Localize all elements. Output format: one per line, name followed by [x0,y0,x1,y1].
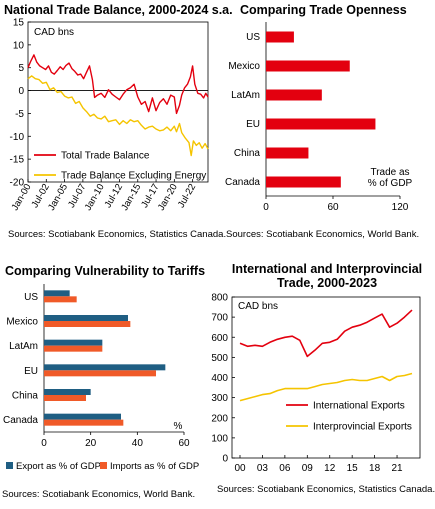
x-tick-label: 03 [257,463,269,474]
y-tick-label: 300 [211,393,228,404]
trade-openness-title: Comparing Trade Openness [240,3,407,17]
x-tick-label: 0 [41,438,47,449]
series-line-1 [239,372,413,402]
y-tick-label: 10 [13,40,25,51]
bar [266,89,322,101]
intl-trade-title: International and Interprovincial Trade,… [231,262,423,290]
category-label: US [24,292,38,303]
bar-imports [44,370,156,377]
plot-frame [231,296,421,459]
bar-exports [44,290,70,297]
y-tick-label: 800 [211,293,228,304]
series-line-1 [27,75,209,157]
x-tick-label: 60 [327,202,339,213]
bar [266,60,350,72]
category-label: Canada [225,177,260,188]
y-tick-label: 0 [18,86,24,97]
unit-label: % [174,421,183,432]
x-tick-label: 00 [234,463,246,474]
legend-label: Imports as % of GDP [110,461,199,472]
y-tick-label: 400 [211,373,228,384]
x-tick-label: 120 [392,202,409,213]
bar-exports [44,364,166,371]
y-tick-label: 500 [211,353,228,364]
legend-label: International Exports [313,401,405,412]
bar [266,118,376,130]
category-label: US [246,32,260,43]
bar [266,147,309,159]
unit-label: CAD bns [34,27,74,38]
bar [266,176,341,188]
x-tick-label: 60 [178,438,190,449]
trade-openness-source: Sources: Scotiabank Economics, World Ban… [226,229,420,240]
x-tick-label: 20 [85,438,97,449]
legend-label: Trade Balance Excluding Energy [61,171,206,182]
x-tick-label: 18 [369,463,381,474]
axis-annotation: % of GDP [368,178,413,189]
y-tick-label: -5 [15,109,24,120]
bar-exports [44,315,128,321]
y-tick-label: -15 [10,155,25,166]
bar-exports [44,339,103,346]
legend-label: Export as % of GDP [16,461,101,472]
bar-imports [44,296,77,303]
unit-label: CAD bns [238,301,278,312]
category-label: LatAm [231,90,260,101]
trade-balance-title: National Trade Balance, 2000-2024 s.a. [4,3,233,17]
y-tick-label: 700 [211,313,228,324]
category-label: Canada [3,415,38,426]
bar-exports [44,413,121,420]
category-label: China [12,391,39,402]
bar-imports [44,419,124,426]
bar-exports [44,389,91,395]
category-label: Mexico [228,61,260,72]
x-tick-label: 06 [279,463,291,474]
series-line-0 [27,54,209,115]
category-label: Mexico [6,317,38,328]
x-tick-label: 21 [391,463,403,474]
bar-imports [44,345,103,352]
legend-swatch [6,462,13,469]
y-tick-label: 600 [211,333,228,344]
bar-imports [44,395,86,401]
bar-imports [44,321,131,327]
y-tick-label: 0 [222,454,228,465]
intl-trade-source: Sources: Scotiabank Economics, Statistic… [217,484,435,495]
x-tick-label: 15 [347,463,359,474]
axis-annotation: Trade as [370,167,409,178]
vulnerability-title: Comparing Vulnerability to Tariffs [5,264,206,278]
series-line-0 [239,309,413,358]
x-tick-label: 40 [132,438,144,449]
category-label: EU [246,119,260,130]
y-tick-label: -10 [10,132,25,143]
x-tick-label: 09 [302,463,314,474]
y-tick-label: -20 [10,178,25,189]
y-tick-label: 200 [211,413,228,424]
vulnerability-source: Sources: Scotiabank Economics, World Ban… [2,489,196,500]
bar [266,31,294,43]
legend-label: Interprovincial Exports [313,422,412,433]
trade-balance-source: Sources: Scotiabank Economics, Statistic… [8,229,227,240]
legend-swatch [100,462,107,469]
y-tick-label: 15 [13,18,25,29]
x-tick-label: 12 [324,463,336,474]
plot-frame [27,21,209,183]
y-tick-label: 100 [211,433,228,444]
category-label: EU [24,366,38,377]
category-label: China [234,148,261,159]
category-label: LatAm [9,341,38,352]
x-tick-label: 0 [263,202,269,213]
legend-label: Total Trade Balance [61,151,150,162]
y-tick-label: 5 [18,63,24,74]
